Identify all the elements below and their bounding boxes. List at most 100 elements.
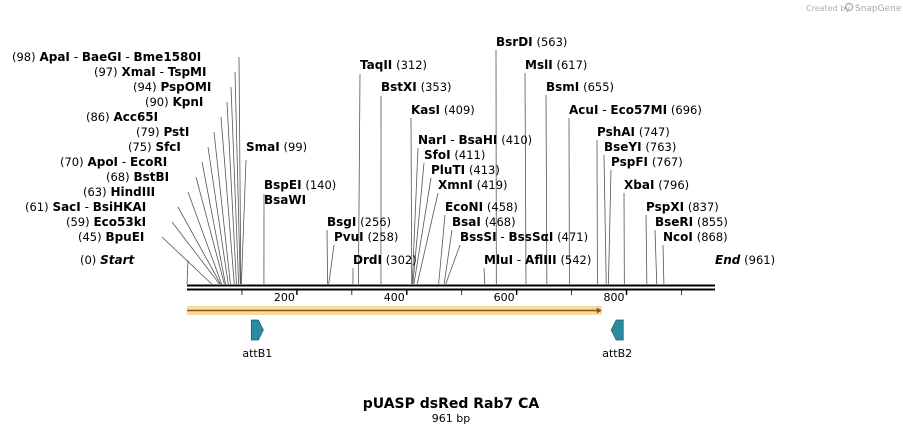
- site-label-apoi-ecori[interactable]: (70) ApoI - EcoRI: [60, 155, 167, 169]
- site-label-xbai[interactable]: XbaI (796): [624, 178, 689, 192]
- site-label-pspfi[interactable]: PspFI (767): [611, 155, 683, 169]
- leader-line: [240, 159, 247, 285]
- leader-line: [416, 192, 439, 285]
- enzyme-name: TspMI: [168, 65, 207, 79]
- site-label-pspxi[interactable]: PspXI (837): [646, 200, 719, 214]
- enzyme-name: BsaHI: [459, 133, 498, 147]
- site-label-ncoi[interactable]: NcoI (868): [663, 230, 728, 244]
- enzyme-name: PspXI: [646, 200, 684, 214]
- site-label-bsai[interactable]: BsaI (468): [452, 215, 516, 229]
- site-label-psti[interactable]: (79) PstI: [136, 125, 189, 139]
- enzyme-name: Eco53kI: [93, 215, 146, 229]
- site-label-bsrdi[interactable]: BsrDI (563): [496, 35, 567, 49]
- leader-line: [201, 161, 226, 285]
- site-label-pvui[interactable]: PvuI (258): [334, 230, 398, 244]
- enzyme-name: BstBI: [133, 170, 169, 184]
- site-label-bsawi[interactable]: BsaWI: [264, 193, 306, 207]
- site-labels: (98) ApaI - BaeGI - Bme1580I(97) XmaI - …: [12, 35, 775, 267]
- site-position: (458): [487, 200, 518, 214]
- leader-line: [328, 244, 335, 285]
- enzyme-name: MluI: [484, 253, 513, 267]
- att-site-attb2[interactable]: attB2: [602, 319, 632, 360]
- site-label-bseri[interactable]: BseRI (855): [655, 215, 728, 229]
- site-label-bstbi[interactable]: (68) BstBI: [106, 170, 169, 184]
- leader-line: [177, 206, 221, 285]
- site-label-bsmi[interactable]: BsmI (655): [546, 80, 614, 94]
- site-label-sfoi[interactable]: SfoI (411): [424, 148, 485, 162]
- site-position: (45): [78, 230, 102, 244]
- tick-label: 200: [274, 291, 295, 304]
- site-position: (563): [536, 35, 567, 49]
- dna-backbone: [187, 284, 715, 291]
- site-label-mlui-afliii[interactable]: MluI - AflIII (542): [484, 253, 591, 267]
- site-label-apai-baegi-bme1580i[interactable]: (98) ApaI - BaeGI - Bme1580I: [12, 50, 201, 64]
- site-position: (79): [136, 125, 160, 139]
- site-label-bpuei[interactable]: (45) BpuEI: [78, 230, 144, 244]
- site-position: (0): [80, 253, 96, 267]
- leader-line: [161, 236, 212, 285]
- site-label-nari-bsahi[interactable]: NarI - BsaHI (410): [418, 133, 532, 147]
- site-position: (86): [86, 110, 110, 124]
- leader-line: [195, 176, 225, 285]
- att-site-label: attB2: [602, 347, 632, 360]
- site-label-hindiii[interactable]: (63) HindIII: [83, 185, 155, 199]
- site-label-pluti[interactable]: PluTI (413): [431, 163, 500, 177]
- tick-label: 800: [604, 291, 625, 304]
- leader-line: [238, 56, 242, 285]
- site-position: (855): [697, 215, 728, 229]
- enzyme-name: EcoNI: [445, 200, 483, 214]
- enzyme-name: BsaI: [452, 215, 481, 229]
- site-label-start[interactable]: (0) Start: [80, 253, 136, 267]
- enzyme-name: BaeGI: [82, 50, 122, 64]
- site-label-pshai[interactable]: PshAI (747): [597, 125, 670, 139]
- site-label-taqii[interactable]: TaqII (312): [360, 58, 427, 72]
- leader-line: [207, 146, 229, 285]
- site-label-kasi[interactable]: KasI (409): [411, 103, 475, 117]
- site-label-pspomi[interactable]: (94) PspOMI: [133, 80, 211, 94]
- enzyme-name: PspFI: [611, 155, 648, 169]
- snapgene-logo-icon: [844, 2, 854, 12]
- arrow-left-icon: [610, 319, 624, 341]
- site-label-bstxi[interactable]: BstXI (353): [381, 80, 452, 94]
- enzyme-name: DrdI: [353, 253, 382, 267]
- enzyme-name: AcuI: [569, 103, 598, 117]
- leader-line: [226, 101, 237, 285]
- map-title: pUASP dsRed Rab7 CA: [363, 396, 540, 412]
- site-label-msli[interactable]: MslI (617): [525, 58, 587, 72]
- site-position: (70): [60, 155, 84, 169]
- site-label-bsssi-bsss-i[interactable]: BssSI - BssSαI (471): [460, 230, 588, 244]
- leader-line: [524, 72, 527, 285]
- site-position: (99): [284, 140, 308, 154]
- site-label-acc65i[interactable]: (86) Acc65I: [86, 110, 158, 124]
- enzyme-name: PstI: [163, 125, 189, 139]
- enzyme-name: SfcI: [155, 140, 180, 154]
- site-label-bspei[interactable]: BspEI (140): [264, 178, 336, 192]
- site-label-bsgi[interactable]: BsgI (256): [327, 215, 391, 229]
- feature-arrow[interactable]: [187, 306, 602, 315]
- map-length: 961 bp: [432, 412, 470, 425]
- enzyme-name: BstXI: [381, 80, 417, 94]
- site-label-drdi[interactable]: DrdI (302): [353, 253, 417, 267]
- site-label-sfci[interactable]: (75) SfcI: [128, 140, 181, 154]
- site-label-acui-eco57mi[interactable]: AcuI - Eco57MI (696): [569, 103, 702, 117]
- enzyme-name: SmaI: [246, 140, 280, 154]
- site-label-eco53ki[interactable]: (59) Eco53kI: [66, 215, 146, 229]
- enzyme-name: -: [122, 50, 134, 64]
- site-label-xmni[interactable]: XmnI (419): [438, 178, 508, 192]
- site-label-end[interactable]: End (961): [715, 253, 775, 267]
- site-position: (468): [485, 215, 516, 229]
- site-label-econi[interactable]: EcoNI (458): [445, 200, 518, 214]
- enzyme-name: -: [497, 230, 509, 244]
- enzyme-name: Bme1580I: [134, 50, 202, 64]
- site-label-kpni[interactable]: (90) KpnI: [145, 95, 203, 109]
- enzyme-name: XmnI: [438, 178, 473, 192]
- enzyme-name: -: [70, 50, 82, 64]
- site-label-xmai-tspmi[interactable]: (97) XmaI - TspMI: [94, 65, 206, 79]
- site-label-bseyi[interactable]: BseYI (763): [604, 140, 676, 154]
- att-site-attb1[interactable]: attB1: [242, 319, 272, 360]
- enzyme-name: -: [118, 155, 130, 169]
- enzyme-name: AflIII: [525, 253, 557, 267]
- site-label-smai[interactable]: SmaI (99): [246, 140, 307, 154]
- site-position: (63): [83, 185, 107, 199]
- site-label-saci-bsihkai[interactable]: (61) SacI - BsiHKAI: [25, 200, 146, 214]
